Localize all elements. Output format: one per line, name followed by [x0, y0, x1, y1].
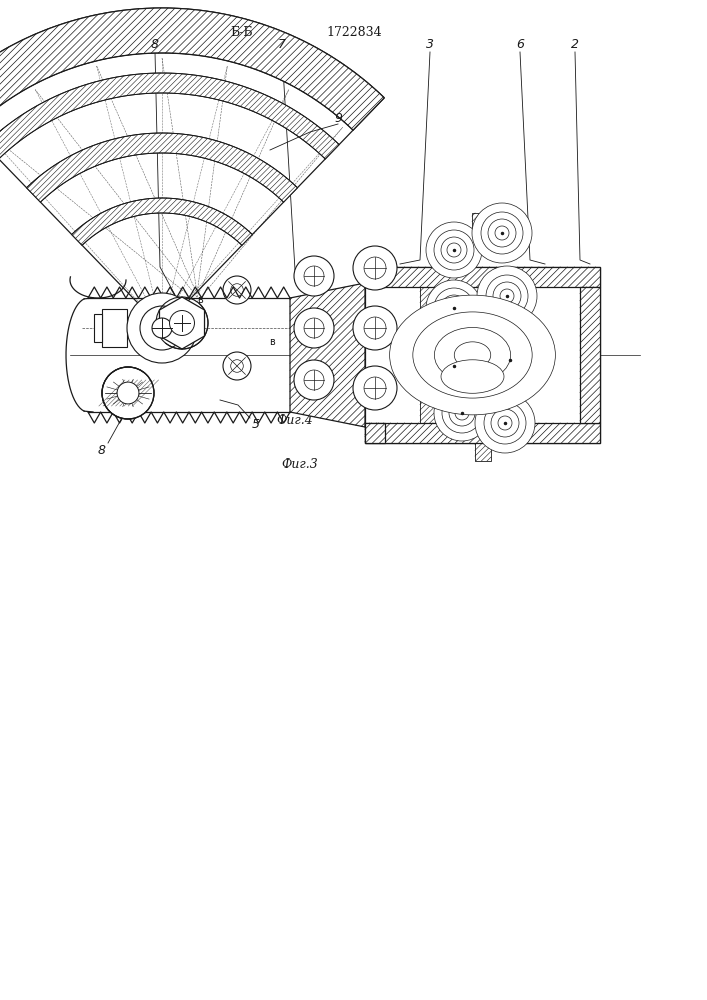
- Text: Фиг.4: Фиг.4: [276, 414, 313, 426]
- Circle shape: [223, 352, 251, 380]
- Polygon shape: [0, 8, 385, 130]
- Polygon shape: [290, 283, 365, 427]
- Circle shape: [364, 257, 386, 279]
- Circle shape: [486, 275, 528, 317]
- Text: Фиг.3: Фиг.3: [281, 458, 318, 471]
- Wedge shape: [0, 8, 385, 328]
- Circle shape: [447, 243, 461, 257]
- Circle shape: [442, 393, 482, 433]
- Polygon shape: [580, 287, 600, 423]
- Polygon shape: [365, 423, 385, 443]
- Circle shape: [230, 360, 243, 372]
- Ellipse shape: [434, 327, 510, 383]
- Text: 7: 7: [278, 37, 286, 50]
- Circle shape: [491, 409, 519, 437]
- Circle shape: [364, 317, 386, 339]
- Circle shape: [480, 330, 540, 390]
- Circle shape: [434, 346, 474, 386]
- Text: 8: 8: [98, 444, 106, 456]
- Circle shape: [489, 339, 531, 381]
- Circle shape: [488, 219, 516, 247]
- Text: в: в: [197, 295, 203, 305]
- Circle shape: [353, 306, 397, 350]
- Ellipse shape: [455, 342, 491, 368]
- Circle shape: [441, 237, 467, 263]
- Polygon shape: [475, 436, 491, 461]
- Circle shape: [426, 338, 482, 394]
- Text: 1722834: 1722834: [326, 25, 382, 38]
- Polygon shape: [27, 133, 298, 202]
- Ellipse shape: [441, 360, 504, 393]
- Circle shape: [294, 308, 334, 348]
- Circle shape: [152, 318, 172, 338]
- Text: 5: 5: [252, 418, 260, 432]
- Text: 8: 8: [151, 37, 159, 50]
- Circle shape: [434, 385, 490, 441]
- Text: 6: 6: [516, 37, 524, 50]
- Ellipse shape: [413, 312, 532, 398]
- Circle shape: [434, 288, 474, 328]
- Circle shape: [472, 203, 532, 263]
- Circle shape: [102, 367, 154, 419]
- Polygon shape: [71, 198, 252, 245]
- Circle shape: [223, 276, 251, 304]
- Text: в: в: [269, 337, 275, 347]
- Circle shape: [500, 289, 514, 303]
- Circle shape: [495, 226, 509, 240]
- Circle shape: [484, 402, 526, 444]
- Circle shape: [140, 306, 184, 350]
- Polygon shape: [365, 267, 600, 287]
- Circle shape: [455, 406, 469, 420]
- Polygon shape: [365, 267, 385, 287]
- Circle shape: [127, 293, 197, 363]
- Circle shape: [434, 230, 474, 270]
- Circle shape: [496, 346, 524, 374]
- Circle shape: [170, 311, 194, 335]
- Polygon shape: [420, 396, 438, 426]
- Circle shape: [493, 282, 521, 310]
- Circle shape: [353, 246, 397, 290]
- Circle shape: [294, 256, 334, 296]
- Circle shape: [481, 212, 523, 254]
- Circle shape: [447, 301, 461, 315]
- Circle shape: [477, 266, 537, 326]
- Circle shape: [353, 366, 397, 410]
- Circle shape: [304, 370, 324, 390]
- Text: 2: 2: [571, 37, 579, 50]
- Circle shape: [117, 382, 139, 404]
- Text: Б-Б: Б-Б: [230, 25, 253, 38]
- Circle shape: [364, 377, 386, 399]
- Circle shape: [304, 318, 324, 338]
- Polygon shape: [365, 423, 600, 443]
- Polygon shape: [420, 283, 438, 313]
- Circle shape: [441, 353, 467, 379]
- Ellipse shape: [390, 295, 556, 415]
- Circle shape: [498, 416, 512, 430]
- Text: 3: 3: [426, 37, 434, 50]
- Polygon shape: [0, 73, 339, 159]
- Circle shape: [447, 359, 461, 373]
- Polygon shape: [420, 343, 438, 373]
- Bar: [94, 314, 102, 342]
- Circle shape: [426, 280, 482, 336]
- Polygon shape: [160, 297, 204, 349]
- Circle shape: [475, 393, 535, 453]
- Bar: [102, 309, 127, 347]
- Polygon shape: [472, 213, 488, 238]
- Bar: [365, 267, 600, 443]
- Text: 9: 9: [334, 111, 342, 124]
- Circle shape: [441, 295, 467, 321]
- Circle shape: [449, 400, 475, 426]
- Circle shape: [426, 222, 482, 278]
- Circle shape: [304, 266, 324, 286]
- Circle shape: [294, 360, 334, 400]
- Circle shape: [230, 284, 243, 296]
- Circle shape: [503, 353, 517, 367]
